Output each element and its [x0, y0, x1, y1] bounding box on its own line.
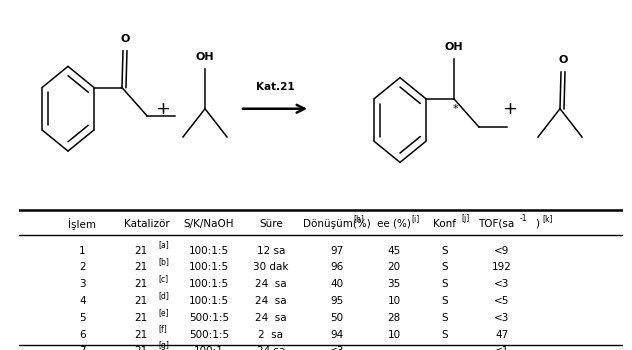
- Text: Kat.21: Kat.21: [256, 82, 295, 92]
- Text: [c]: [c]: [158, 274, 168, 283]
- Text: İşlem: İşlem: [68, 218, 96, 230]
- Text: 24  sa: 24 sa: [255, 313, 287, 323]
- Text: 24  sa: 24 sa: [255, 279, 287, 289]
- Text: 10: 10: [387, 330, 401, 340]
- Text: 35: 35: [387, 279, 401, 289]
- Text: 21: 21: [135, 296, 148, 306]
- Text: O: O: [120, 34, 130, 44]
- Text: 21: 21: [135, 313, 148, 323]
- Text: 24 sa: 24 sa: [257, 346, 285, 350]
- Text: ee (%): ee (%): [377, 219, 411, 229]
- Text: OH: OH: [196, 52, 214, 62]
- Text: 100:1:5: 100:1:5: [189, 279, 229, 289]
- Text: [f]: [f]: [158, 324, 167, 334]
- Text: 4: 4: [79, 296, 86, 306]
- Text: <5: <5: [494, 296, 509, 306]
- Text: 28: 28: [387, 313, 401, 323]
- Text: 6: 6: [79, 330, 86, 340]
- Text: -: -: [392, 346, 396, 350]
- Text: TOF(sa: TOF(sa: [478, 219, 514, 229]
- Text: Dönüşüm(%): Dönüşüm(%): [303, 219, 370, 229]
- Text: 21: 21: [135, 279, 148, 289]
- Text: 1: 1: [79, 246, 86, 256]
- Text: S: S: [441, 279, 448, 289]
- Text: [h]: [h]: [354, 214, 365, 223]
- Text: [b]: [b]: [158, 257, 169, 266]
- Text: <3: <3: [494, 313, 509, 323]
- Text: 20: 20: [387, 262, 401, 272]
- Text: <3: <3: [494, 279, 509, 289]
- Text: 96: 96: [330, 262, 343, 272]
- Text: <3: <3: [329, 346, 344, 350]
- Text: 21: 21: [135, 330, 148, 340]
- Text: Katalizör: Katalizör: [125, 219, 170, 229]
- Text: <9: <9: [494, 246, 509, 256]
- Text: 192: 192: [492, 262, 512, 272]
- Text: 21: 21: [135, 246, 148, 256]
- Text: [k]: [k]: [543, 214, 554, 223]
- Text: 7: 7: [79, 346, 86, 350]
- Text: 30 dak: 30 dak: [253, 262, 289, 272]
- Text: 100:1:5: 100:1:5: [189, 246, 229, 256]
- Text: 2  sa: 2 sa: [258, 330, 283, 340]
- Text: 50: 50: [330, 313, 343, 323]
- Text: S: S: [441, 330, 448, 340]
- Text: Konf: Konf: [433, 219, 456, 229]
- Text: Süre: Süre: [259, 219, 283, 229]
- Text: 95: 95: [330, 296, 343, 306]
- Text: 2: 2: [79, 262, 86, 272]
- Text: [e]: [e]: [158, 308, 169, 317]
- Text: 100:1:5: 100:1:5: [189, 296, 229, 306]
- Text: S: S: [441, 296, 448, 306]
- Text: 10: 10: [387, 296, 401, 306]
- Text: 21: 21: [135, 346, 148, 350]
- Text: [g]: [g]: [158, 341, 169, 350]
- Text: O: O: [558, 55, 568, 65]
- Text: S: S: [441, 262, 448, 272]
- Text: 94: 94: [330, 330, 343, 340]
- Text: 3: 3: [79, 279, 86, 289]
- Text: S: S: [441, 313, 448, 323]
- Text: 45: 45: [387, 246, 401, 256]
- Text: 100:1: 100:1: [194, 346, 224, 350]
- Text: S/K/NaOH: S/K/NaOH: [184, 219, 234, 229]
- Text: 21: 21: [135, 262, 148, 272]
- Text: 100:1:5: 100:1:5: [189, 262, 229, 272]
- Text: 12 sa: 12 sa: [257, 246, 285, 256]
- Text: *: *: [452, 105, 458, 114]
- Text: OH: OH: [445, 42, 463, 52]
- Text: 40: 40: [330, 279, 343, 289]
- Text: +: +: [155, 100, 171, 118]
- Text: 97: 97: [330, 246, 343, 256]
- Text: [a]: [a]: [158, 240, 169, 250]
- Text: S: S: [441, 246, 448, 256]
- Text: 47: 47: [495, 330, 508, 340]
- Text: 24  sa: 24 sa: [255, 296, 287, 306]
- Text: 500:1:5: 500:1:5: [189, 313, 229, 323]
- Text: +: +: [502, 100, 518, 118]
- Text: -: -: [442, 346, 446, 350]
- Text: [d]: [d]: [158, 291, 169, 300]
- Text: 500:1:5: 500:1:5: [189, 330, 229, 340]
- Text: [j]: [j]: [461, 214, 470, 223]
- Text: ): ): [535, 219, 539, 229]
- Text: [i]: [i]: [411, 214, 419, 223]
- Text: -1: -1: [520, 214, 528, 223]
- Text: 5: 5: [79, 313, 86, 323]
- Text: <1: <1: [494, 346, 509, 350]
